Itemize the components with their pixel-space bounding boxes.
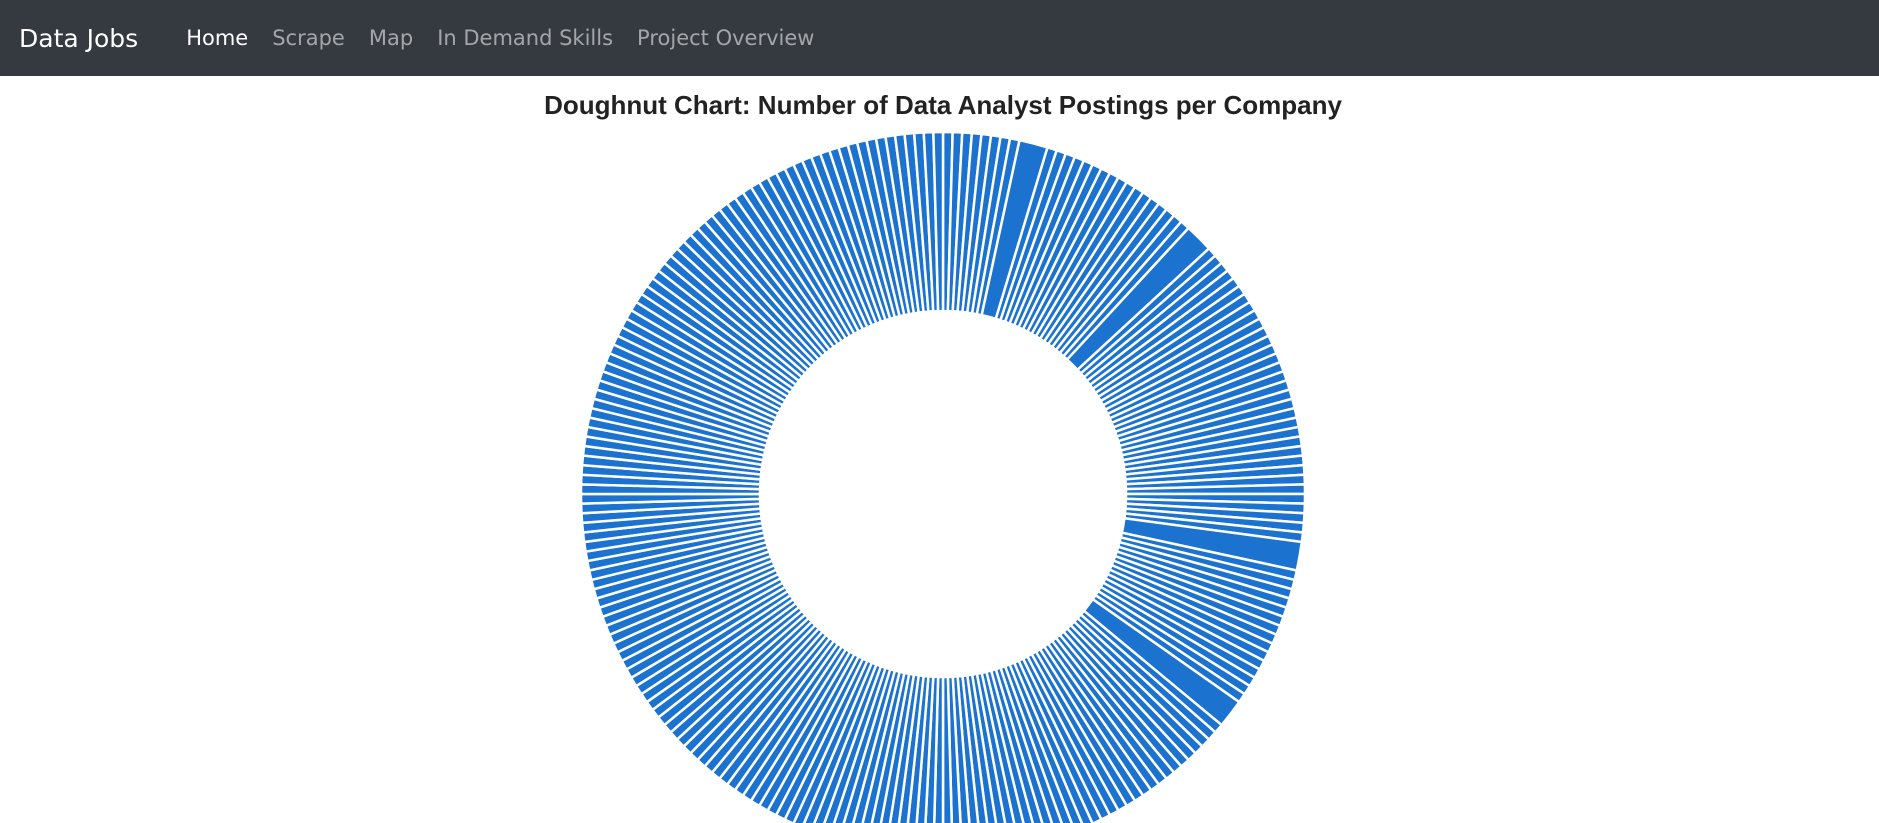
nav-item-project-overview: Project Overview [625,26,826,50]
nav-item-scrape: Scrape [260,26,357,50]
nav-link-map[interactable]: Map [368,26,414,50]
nav-link-scrape[interactable]: Scrape [272,26,345,50]
chart-title: Doughnut Chart: Number of Data Analyst P… [544,90,1342,120]
top-navbar: Data Jobs Home Scrape Map In Demand Skil… [0,0,1879,76]
chart-container: Doughnut Chart: Number of Data Analyst P… [0,76,1879,823]
nav-item-home: Home [174,26,260,50]
nav-item-map: Map [357,26,425,50]
nav-menu: Home Scrape Map In Demand Skills Project… [174,26,826,50]
nav-link-home[interactable]: Home [186,26,249,50]
nav-item-in-demand-skills: In Demand Skills [425,26,625,50]
nav-link-in-demand-skills[interactable]: In Demand Skills [437,26,614,50]
doughnut-slice-227[interactable] [932,130,945,313]
brand-logo-link[interactable]: Data Jobs [19,23,139,53]
doughnut-chart [579,130,1307,823]
nav-link-project-overview[interactable]: Project Overview [637,26,815,50]
